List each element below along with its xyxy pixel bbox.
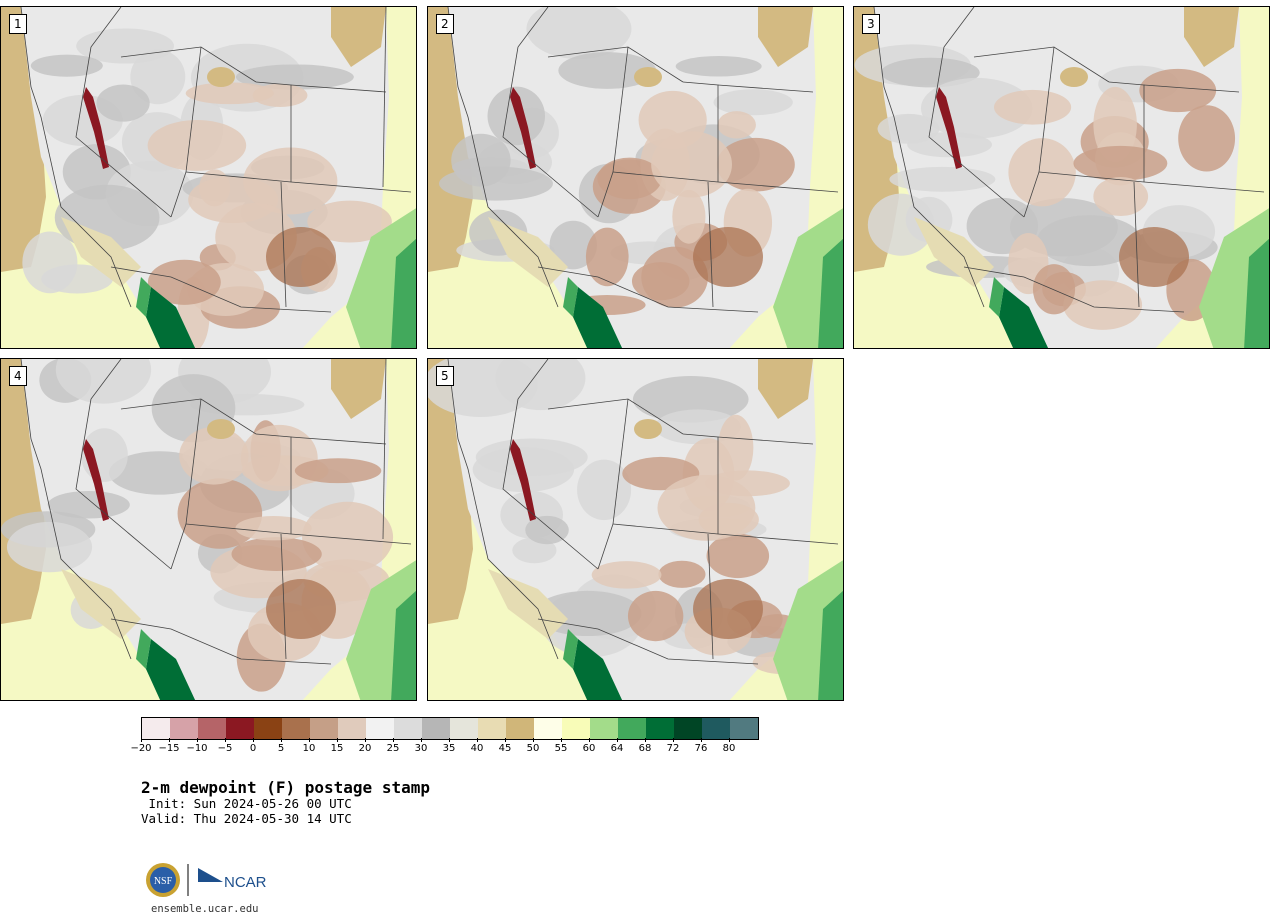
colorbar-tick-label: 0 xyxy=(249,743,257,754)
colorbar-tick xyxy=(281,738,282,742)
dewpoint-map-5 xyxy=(428,359,843,700)
colorbar-ticks: −20 −15 −10 −5 0 5 10 15 20 25 30 35 40 45 50 55 60 64 68 7… xyxy=(130,738,757,758)
colorbar-swatch xyxy=(562,718,590,739)
colorbar-tick-label: 35 xyxy=(442,743,456,754)
colorbar-swatch xyxy=(198,718,226,739)
colorbar-swatch xyxy=(422,718,450,739)
colorbar-tick-label: 30 xyxy=(414,743,428,754)
colorbar-tick-label: 10 xyxy=(302,743,316,754)
colorbar-tick-label: 55 xyxy=(554,743,568,754)
colorbar-swatch xyxy=(730,718,758,739)
colorbar-tick-label: 80 xyxy=(722,743,736,754)
colorbar-tick-label: 76 xyxy=(694,743,708,754)
colorbar-swatch xyxy=(618,718,646,739)
dewpoint-map-4 xyxy=(1,359,416,700)
svg-text:NCAR: NCAR xyxy=(224,874,267,891)
colorbar-tick-label: 68 xyxy=(638,743,652,754)
colorbar-tick xyxy=(617,738,618,742)
colorbar-swatch xyxy=(310,718,338,739)
colorbar-tick xyxy=(309,738,310,742)
colorbar-tick xyxy=(645,738,646,742)
colorbar-swatch xyxy=(170,718,198,739)
colorbar-tick-label: 50 xyxy=(526,743,540,754)
stamp-panel-4: 4 xyxy=(0,358,417,701)
ncar-mark-icon xyxy=(198,868,223,882)
colorbar-tick xyxy=(589,738,590,742)
colorbar-tick-label: 72 xyxy=(666,743,680,754)
colorbar-tick xyxy=(365,738,366,742)
colorbar-tick xyxy=(561,738,562,742)
colorbar-tick-label: 64 xyxy=(610,743,624,754)
colorbar-swatch xyxy=(338,718,366,739)
colorbar-tick xyxy=(337,738,338,742)
colorbar-tick xyxy=(141,738,142,742)
colorbar-tick xyxy=(533,738,534,742)
colorbar-tick xyxy=(505,738,506,742)
colorbar-tick-label: −15 xyxy=(158,743,180,754)
dewpoint-map-3 xyxy=(854,7,1269,348)
member-number: 4 xyxy=(9,366,27,386)
colorbar-swatch xyxy=(534,718,562,739)
colorbar-swatch xyxy=(702,718,730,739)
colorbar-tick xyxy=(673,738,674,742)
colorbar-tick-label: −20 xyxy=(130,743,152,754)
colorbar-swatch xyxy=(394,718,422,739)
colorbar-swatch xyxy=(226,718,254,739)
colorbar-swatch xyxy=(282,718,310,739)
init-time: Init: Sun 2024-05-26 00 UTC xyxy=(141,796,352,811)
colorbar-tick xyxy=(169,738,170,742)
member-number: 3 xyxy=(862,14,880,34)
colorbar-swatch xyxy=(478,718,506,739)
member-number: 1 xyxy=(9,14,27,34)
colorbar-swatch xyxy=(646,718,674,739)
nsf-ncar-logo: NSF NCAR xyxy=(146,863,267,897)
colorbar-tick-label: 40 xyxy=(470,743,484,754)
colorbar-tick-label: −5 xyxy=(217,743,233,754)
dewpoint-map-1 xyxy=(1,7,416,348)
colorbar-tick xyxy=(393,738,394,742)
colorbar-tick xyxy=(253,738,254,742)
stamp-panel-5: 5 xyxy=(427,358,844,701)
colorbar xyxy=(141,717,759,740)
colorbar-swatch xyxy=(506,718,534,739)
colorbar-tick-label: 60 xyxy=(582,743,596,754)
dewpoint-map-2 xyxy=(428,7,843,348)
stamp-panel-2: 2 xyxy=(427,6,844,349)
chart-title: 2-m dewpoint (F) postage stamp xyxy=(141,778,430,797)
colorbar-tick xyxy=(701,738,702,742)
colorbar-tick-label: −10 xyxy=(186,743,208,754)
colorbar-tick-label: 15 xyxy=(330,743,344,754)
colorbar-tick xyxy=(449,738,450,742)
colorbar-tick xyxy=(421,738,422,742)
valid-time: Valid: Thu 2024-05-30 14 UTC xyxy=(141,811,352,826)
colorbar-tick-label: 45 xyxy=(498,743,512,754)
colorbar-swatch xyxy=(590,718,618,739)
colorbar-tick xyxy=(477,738,478,742)
svg-text:NSF: NSF xyxy=(154,876,173,887)
member-number: 5 xyxy=(436,366,454,386)
colorbar-tick-label: 20 xyxy=(358,743,372,754)
colorbar-tick-label: 25 xyxy=(386,743,400,754)
site-url: ensemble.ucar.edu xyxy=(151,903,259,915)
colorbar-swatch xyxy=(674,718,702,739)
logos: NSF NCAR xyxy=(145,860,275,900)
colorbar-tick xyxy=(225,738,226,742)
member-number: 2 xyxy=(436,14,454,34)
colorbar-tick xyxy=(197,738,198,742)
colorbar-swatch xyxy=(254,718,282,739)
colorbar-swatch xyxy=(142,718,170,739)
colorbar-swatch xyxy=(366,718,394,739)
colorbar-swatch xyxy=(450,718,478,739)
colorbar-tick xyxy=(729,738,730,742)
stamp-panel-1: 1 xyxy=(0,6,417,349)
stamp-panel-3: 3 xyxy=(853,6,1270,349)
colorbar-tick-label: 5 xyxy=(277,743,285,754)
